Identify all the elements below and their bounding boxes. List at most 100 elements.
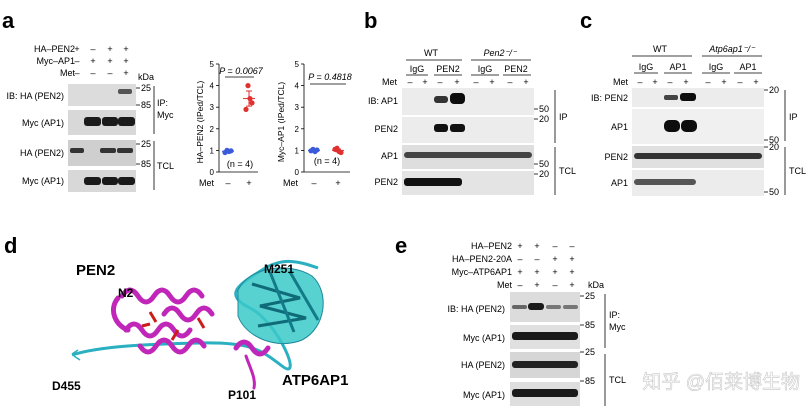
- panel-b: b WT Pen2⁻/⁻ IgG PEN2 IgG PEN2 Met – + –…: [364, 8, 576, 195]
- c-markers: 20 50 20 50: [764, 85, 786, 197]
- c-met-label: Met: [613, 77, 629, 87]
- c-group-wt: WT: [653, 44, 667, 54]
- a-chart2-met-minus: –: [311, 178, 316, 188]
- a-group-myc: Myc: [157, 110, 174, 120]
- y-tick-label: 3: [295, 103, 300, 112]
- e-band-row: [512, 361, 578, 368]
- e-band-row: [512, 332, 578, 340]
- b-met-label: Met: [382, 77, 398, 87]
- d-label-p101: P101: [228, 388, 256, 402]
- c-met-sign: +: [683, 77, 688, 87]
- c-blot-0: [632, 88, 764, 107]
- y-tick-label: 1: [295, 146, 300, 155]
- b-marker-1: 20: [539, 114, 549, 124]
- y-tick-label: 2: [295, 125, 300, 134]
- b-blot-label-3: PEN2: [374, 177, 398, 187]
- c-ip-2: IgG: [709, 62, 724, 72]
- d-residue-sticks: [71, 349, 81, 361]
- a-chart1-met-label: Met: [199, 178, 215, 188]
- y-tick-label: 0: [295, 168, 300, 177]
- a-sign: –: [74, 68, 79, 78]
- e-sign: +: [534, 267, 539, 277]
- y-tick-label: 5: [210, 60, 215, 69]
- e-band: [563, 305, 578, 309]
- a-chart1-marks: [222, 83, 255, 156]
- b-markers: 50 20 50 20: [534, 90, 556, 195]
- e-marker-3: 85: [585, 376, 595, 386]
- b-marker-2: 50: [539, 159, 549, 169]
- c-marker-0: 20: [769, 85, 779, 95]
- b-met-sign: –: [407, 77, 412, 87]
- a-chart2-ylabel: Myc–AP1 (IPed/TCL): [276, 82, 286, 162]
- a-sign: –: [107, 68, 112, 78]
- a-chart2-met-plus: +: [335, 178, 340, 188]
- b-ip-2: IgG: [478, 64, 493, 74]
- a-chart2-n: (n = 4): [314, 156, 340, 166]
- a-chart1: HA–PEN2 (IPed/TCL) 0 1 2 3 4 5 P = 0.0067 (n …: [195, 60, 264, 188]
- a-band: [84, 177, 101, 185]
- c-marker-2: 20: [769, 142, 779, 152]
- c-blot-label-1: AP1: [611, 122, 628, 132]
- d-label-m251: M251: [264, 262, 294, 276]
- c-band-row: [634, 153, 762, 159]
- e-blot-label-1: Myc (AP1): [463, 333, 505, 343]
- y-tick-label: 4: [295, 82, 300, 91]
- y-tick-label: 4: [210, 82, 215, 91]
- a-marker-3: 85: [141, 159, 151, 169]
- d-label-d455: D455: [52, 379, 81, 393]
- e-cond-label-0: HA–PEN2: [471, 241, 512, 251]
- a-band: [118, 117, 135, 126]
- d-atp6ap1-structure: [237, 267, 324, 344]
- b-band: [434, 96, 448, 103]
- a-sign: –: [90, 44, 95, 54]
- a-kda: kDa: [138, 72, 154, 82]
- b-met-signs: – + – + – + – +: [407, 77, 528, 87]
- a-blot-label-1: Myc (AP1): [22, 118, 64, 128]
- e-marker-1: 85: [585, 320, 595, 330]
- e-cond-label-2: Myc–ATP6AP1: [452, 267, 512, 277]
- e-sign: –: [517, 254, 522, 264]
- d-label-atp6ap1: ATP6AP1: [282, 372, 348, 389]
- e-marker-2: 25: [585, 347, 595, 357]
- panel-d: d PEN2 N2: [4, 233, 348, 402]
- e-sign: +: [517, 241, 522, 251]
- c-marker-3: 50: [769, 187, 779, 197]
- b-band: [450, 124, 465, 132]
- a-chart2-ticks: 0 1 2 3 4 5: [295, 60, 304, 177]
- c-group-ko: Atp6ap1⁻/⁻: [708, 44, 756, 54]
- c-band: [664, 95, 678, 100]
- d-pen2-structure: [111, 287, 271, 390]
- a-marker-0: 25: [141, 83, 151, 93]
- a-band: [102, 177, 118, 185]
- e-sign: +: [552, 254, 557, 264]
- a-band: [84, 117, 101, 126]
- e-blot-label-0: IB: HA (PEN2): [447, 304, 505, 314]
- d-label-pen2: PEN2: [76, 262, 115, 279]
- y-tick-label: 0: [210, 168, 215, 177]
- panel-a: a HA–PEN2 Myc–AP1 Met + – + + – + + + – …: [2, 8, 352, 192]
- a-sign: +: [107, 44, 112, 54]
- e-sign: +: [534, 241, 539, 251]
- b-met-sign: +: [454, 77, 459, 87]
- a-marker-2: 25: [141, 139, 151, 149]
- a-sign: +: [123, 56, 128, 66]
- c-band: [681, 120, 697, 132]
- a-sign: +: [74, 44, 79, 54]
- c-ip-3: AP1: [739, 62, 756, 72]
- c-met-sign: +: [753, 77, 758, 87]
- b-group-wt: WT: [424, 48, 438, 58]
- c-band: [680, 93, 696, 101]
- e-group-myc: Myc: [609, 322, 626, 332]
- b-ip-0: IgG: [410, 64, 425, 74]
- a-sign: +: [90, 56, 95, 66]
- c-blot-label-2: PEN2: [604, 152, 628, 162]
- a-marker-1: 85: [141, 100, 151, 110]
- panel-c: c WT Atp6ap1⁻/⁻ IgG AP1 IgG AP1 Met – + …: [580, 8, 806, 197]
- a-chart1-ticks: 0 1 2 3 4 5: [210, 60, 219, 177]
- e-sign: +: [517, 267, 522, 277]
- a-band: [70, 148, 84, 153]
- e-sign: –: [569, 241, 574, 251]
- a-blot-label-3: Myc (AP1): [22, 176, 64, 186]
- panel-b-letter: b: [364, 8, 377, 33]
- e-band: [512, 305, 527, 309]
